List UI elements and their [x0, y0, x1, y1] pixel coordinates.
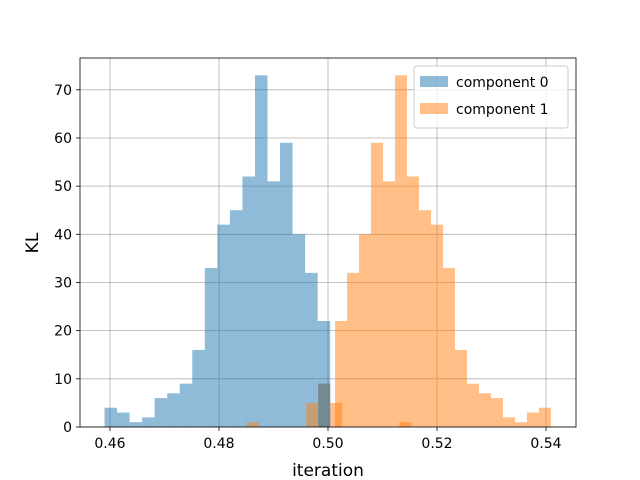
y-tick-label-3: 30: [54, 275, 72, 291]
legend-label-0: component 0: [456, 75, 549, 91]
bar-series2-bin1: [306, 402, 319, 427]
legend-swatch-1: [420, 103, 448, 114]
bar-series1-bin15: [502, 417, 515, 427]
bar-series0-bin5: [167, 393, 180, 427]
x-axis-ticks: 0.46 0.48 0.50 0.52 0.54: [94, 427, 562, 452]
bar-series0-bin15: [292, 234, 306, 427]
bar-series0-bin10: [229, 210, 243, 427]
bar-series0-bin12: [254, 75, 268, 427]
bar-series0-bin0: [104, 407, 118, 427]
bar-series1-bin5: [383, 181, 396, 427]
y-tick-label-0: 0: [63, 420, 72, 436]
bar-series1-bin4: [371, 142, 384, 427]
legend-label-1: component 1: [456, 102, 549, 118]
x-tick-label-3: 0.52: [421, 436, 452, 452]
bar-series1-bin9: [431, 224, 444, 427]
bar-series1-bin6: [395, 75, 408, 427]
y-axis-label: KL: [23, 232, 43, 253]
bar-series1-bin3: [359, 234, 372, 427]
bar-series0-bin16: [305, 272, 318, 427]
bar-series1-bin1: [335, 321, 348, 427]
x-tick-label-1: 0.48: [203, 436, 234, 452]
bar-series1-bin11: [454, 349, 467, 427]
x-tick-label-0: 0.46: [94, 436, 125, 452]
bar-series1-bin16: [514, 422, 527, 427]
bar-series1-bin10: [443, 268, 455, 427]
bar-series1-bin2: [347, 272, 360, 427]
bar-series0-bin7: [192, 349, 205, 427]
x-axis-label: iteration: [292, 461, 364, 480]
bar-series0-bin4: [154, 398, 168, 427]
legend-swatch-0: [420, 76, 448, 87]
bar-series3-bin0: [318, 383, 331, 427]
legend: component 0 component 1: [413, 65, 569, 129]
legend-box: [413, 65, 569, 129]
bar-series2-bin3: [330, 402, 343, 427]
y-axis-ticks: 0 10 20 30 40 50 60 70: [54, 83, 80, 436]
x-tick-label-2: 0.50: [312, 436, 343, 452]
y-tick-label-7: 70: [54, 83, 72, 99]
bar-series1-bin13: [478, 393, 491, 427]
bar-series0-bin8: [204, 268, 218, 427]
bar-series1-bin7: [407, 176, 420, 427]
bar-series0-bin3: [142, 417, 155, 427]
bar-series0-bin6: [179, 383, 193, 427]
bar-series0-bin11: [242, 176, 255, 427]
bar-series0-bin1: [117, 412, 130, 427]
bar-series0-bin2: [129, 422, 143, 427]
bar-series0-bin14: [280, 142, 293, 427]
y-tick-label-2: 20: [54, 324, 72, 340]
bar-series0-bin9: [217, 224, 230, 427]
x-tick-label-4: 0.54: [530, 436, 561, 452]
bar-series0-bin13: [267, 181, 281, 427]
bar-series1-bin8: [419, 210, 432, 427]
bar-series2-bin4: [399, 422, 412, 427]
y-tick-label-6: 60: [54, 131, 72, 147]
bar-series1-bin14: [490, 398, 503, 427]
y-tick-label-1: 10: [54, 372, 72, 388]
bar-series1-bin12: [466, 383, 479, 427]
histogram-bars: [104, 75, 551, 427]
bar-series1-bin17: [526, 412, 539, 427]
bar-series1-bin18: [538, 407, 551, 427]
y-tick-label-5: 50: [54, 179, 72, 195]
y-tick-label-4: 40: [54, 227, 72, 243]
bar-series2-bin0: [246, 422, 259, 427]
